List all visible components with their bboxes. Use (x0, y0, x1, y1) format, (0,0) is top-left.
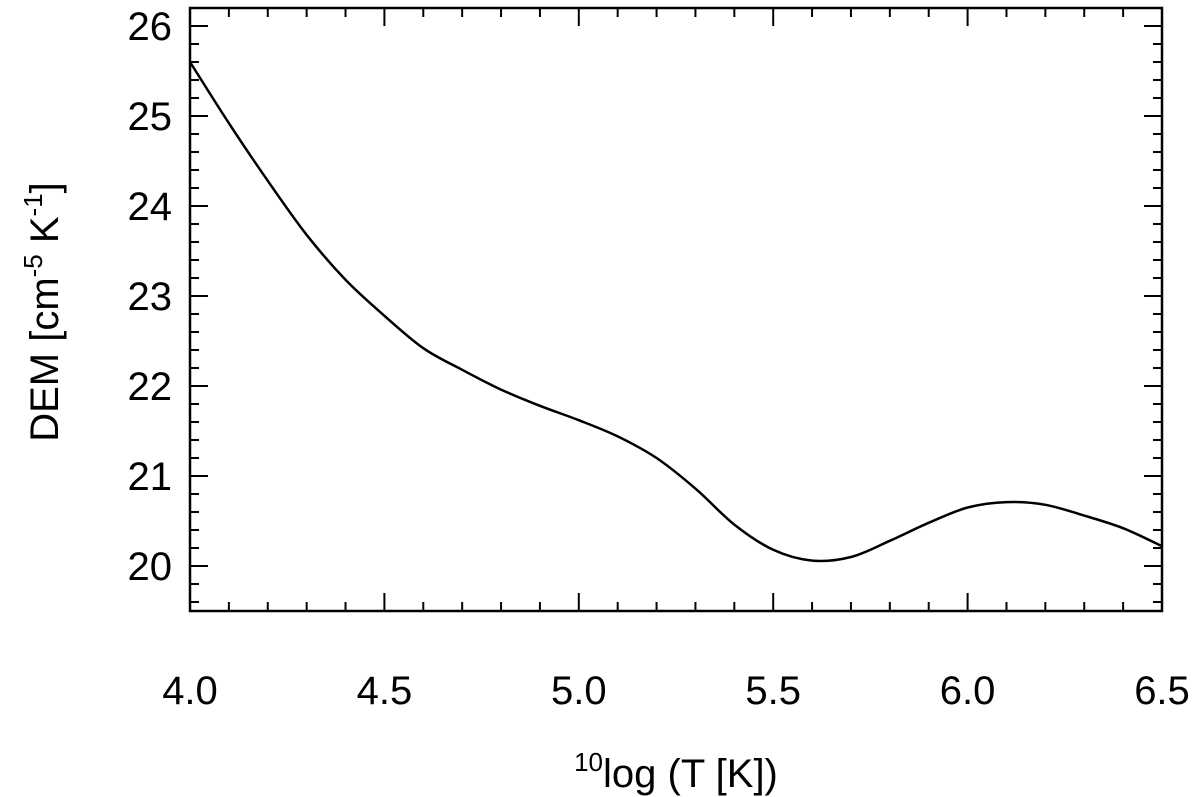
y-label-part2: K (23, 216, 67, 254)
x-tick-label: 4.5 (357, 669, 413, 713)
tick-marks (189, 7, 1163, 611)
y-tick-label: 21 (128, 455, 173, 499)
x-axis-label: 10log (T [K]) (574, 747, 778, 796)
y-tick-label: 23 (128, 275, 173, 319)
y-tick-label: 22 (128, 365, 173, 409)
y-label-sup1: -5 (18, 254, 48, 277)
x-tick-label: 6.5 (1134, 669, 1190, 713)
x-tick-label: 6.0 (940, 669, 996, 713)
y-tick-label: 25 (128, 95, 173, 139)
x-label-sup: 10 (574, 747, 603, 777)
x-tick-label: 5.0 (551, 669, 607, 713)
series-line (188, 61, 1163, 563)
plot-frame (188, 6, 1164, 613)
y-label-part3: ] (23, 182, 67, 193)
y-label-part1: DEM [cm (23, 277, 67, 441)
x-tick-label: 5.5 (745, 669, 801, 713)
x-tick-label: 4.0 (162, 669, 218, 713)
y-tick-label: 26 (128, 5, 173, 49)
tick-labels: 4.0 4.5 5.0 5.5 6.0 6.5 20 21 22 23 24 25 26 (128, 5, 1190, 713)
y-label-sup2: -1 (18, 193, 48, 216)
y-tick-label: 20 (128, 545, 173, 589)
x-label-main: log (T [K]) (603, 752, 778, 796)
y-tick-label: 24 (128, 185, 173, 229)
y-axis-label: DEM [cm-5 K-1] (18, 182, 67, 442)
